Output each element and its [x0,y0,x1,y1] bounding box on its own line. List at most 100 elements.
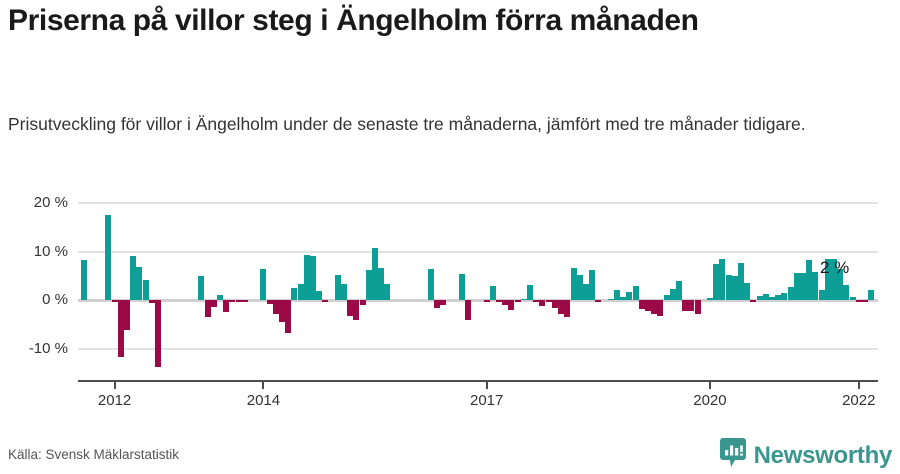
bar [508,300,515,310]
bar [117,300,124,357]
bar [458,274,465,300]
bar [589,269,596,300]
newsworthy-logo[interactable]: Newsworthy [719,438,893,473]
bar [260,268,267,300]
bar [843,284,850,300]
logo-text: Newsworthy [753,441,893,469]
bar [217,295,223,300]
bar [762,293,769,300]
bar [372,248,379,300]
bar [440,300,447,305]
source-caption: Källa: Svensk Mäklarstatistik [8,447,180,462]
bar [285,300,292,333]
bar [737,263,744,300]
bar [837,269,844,300]
bar [849,297,856,300]
bar [632,286,639,300]
bar [806,259,813,300]
bar [229,300,236,302]
bar [279,300,286,323]
bar [316,291,323,300]
bar [496,300,503,302]
x-axis-tick-mark [113,382,116,389]
bar [756,295,763,300]
bar [303,255,310,300]
bar [105,214,112,300]
last-value-annotation: 2 % [820,258,850,277]
y-axis-tick-label: -10 % [28,339,68,357]
bar [688,300,695,312]
bar [365,270,372,300]
bar [310,255,317,300]
bar [334,275,341,300]
bar [713,264,720,300]
bar [434,300,441,308]
x-axis-tick-label: 2014 [246,392,281,409]
bar [378,268,385,300]
bar [644,300,651,311]
bar [353,300,360,321]
bar [706,297,713,300]
bar [626,292,633,300]
bar [651,300,658,315]
x-axis-tick-mark [485,382,488,389]
bar [576,275,583,300]
bar [768,296,775,300]
bar [155,300,161,368]
page-title: Priserna på villor steg i Ängelholm förr… [8,4,699,37]
bar [359,300,366,305]
bar [384,283,391,300]
y-axis-tick-label: 20 % [33,194,68,211]
bar [136,266,143,300]
bar [812,271,819,300]
bar [793,273,800,300]
bar [235,300,242,302]
bar [527,284,534,300]
bar [830,259,837,300]
bar [861,300,868,303]
bar [322,300,329,302]
bar [465,300,472,320]
x-axis-tick-label: 2012 [97,392,132,409]
bar [657,300,664,317]
bar [533,300,540,302]
x-axis-tick-mark [708,382,711,389]
bar [682,300,689,311]
bar [694,300,701,315]
bar [489,286,496,300]
bar [427,268,434,300]
bar [595,300,602,302]
bar [341,283,348,300]
bar [725,274,732,300]
bar [750,300,757,302]
plot-area: 20 % 10 % 0 % -10 % [0,190,900,390]
bar [210,300,217,307]
x-axis-tick-label: 2020 [693,392,727,409]
bar [551,300,558,308]
bar [148,300,155,303]
bar [483,300,490,302]
bar-series [0,190,900,390]
bar [297,284,304,300]
bar [731,275,738,300]
bar [868,290,875,300]
x-axis-tick-label: 2022 [842,392,876,409]
bar [291,288,298,300]
bar [520,298,527,300]
bar [241,300,248,302]
x-axis-line [78,380,878,382]
bar [675,280,682,300]
gridline [78,299,878,302]
bar [111,300,118,302]
bar [570,268,577,300]
bar [582,283,589,300]
bar [818,289,825,300]
bar [502,300,509,305]
x-axis-tick-mark [857,382,860,389]
bar [613,290,620,300]
bar [564,300,571,318]
bar [558,300,565,314]
chart-subtitle: Prisutveckling för villor i Ängelholm un… [8,114,806,134]
bar [130,256,137,300]
bar [663,294,670,300]
